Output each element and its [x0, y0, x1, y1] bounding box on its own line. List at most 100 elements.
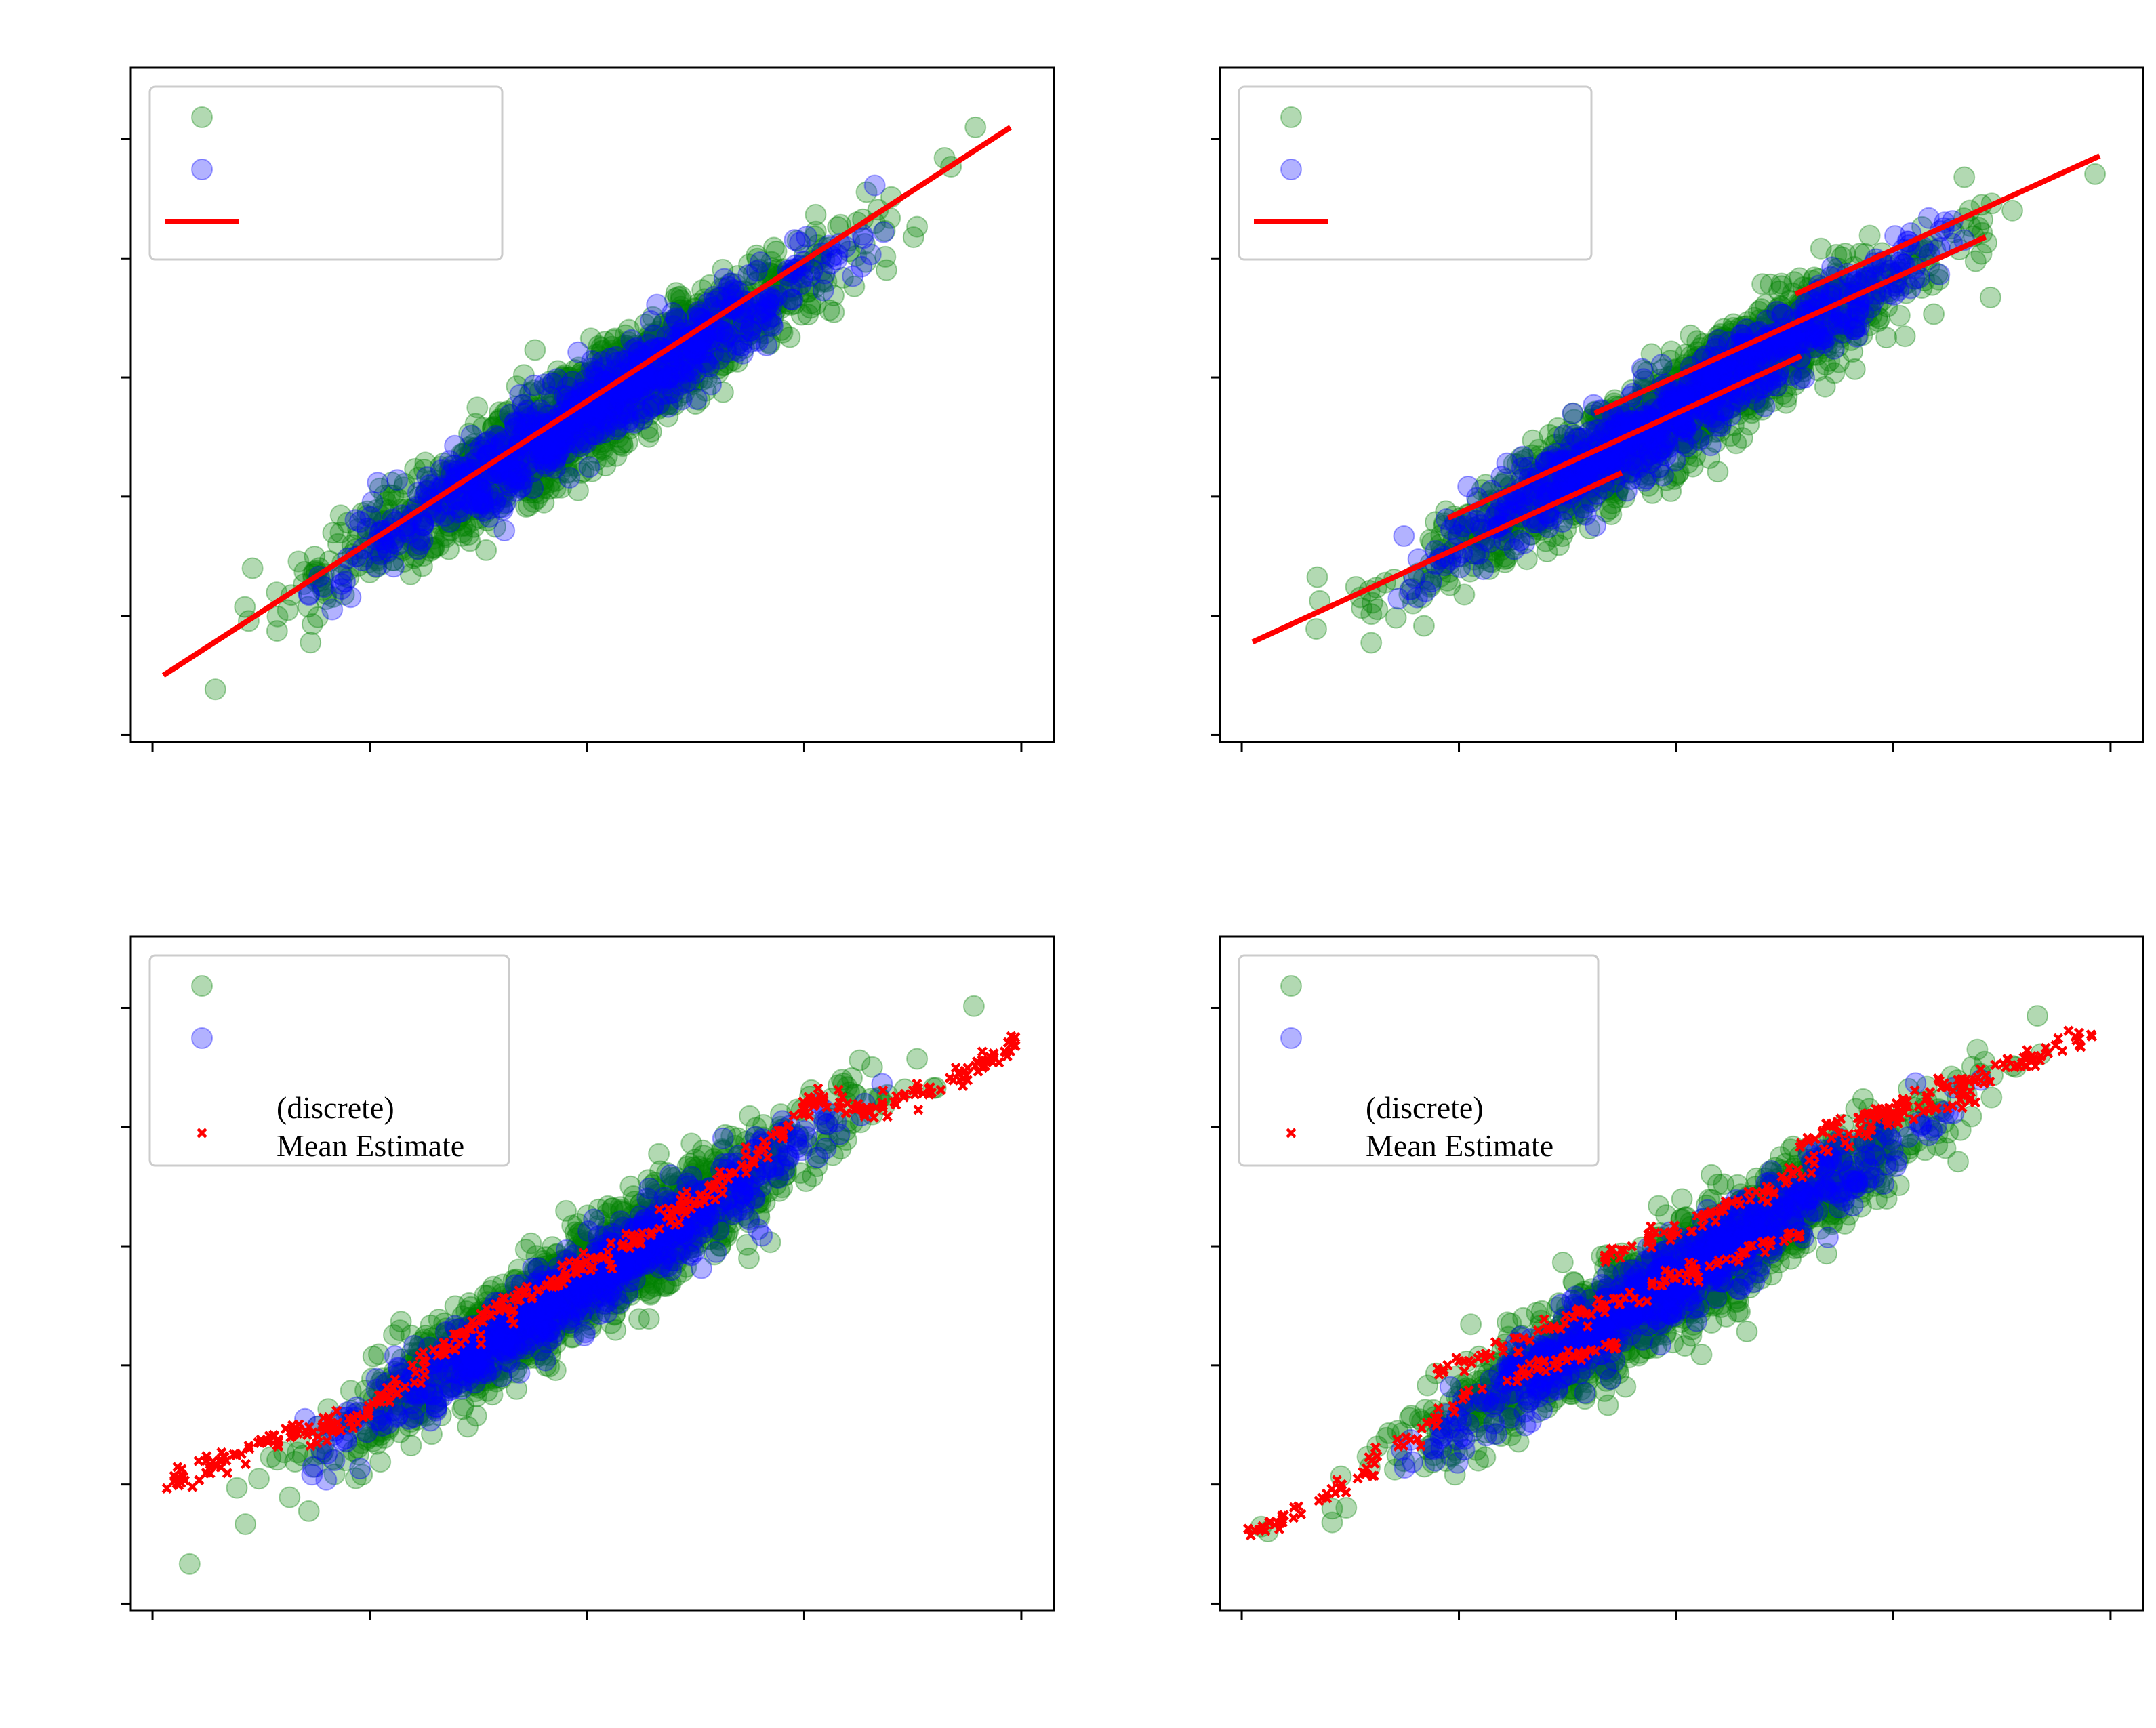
- test-data-point: [549, 449, 571, 471]
- test-data-point: [613, 352, 635, 375]
- test-data-point: [804, 276, 826, 299]
- test-data-point: [504, 395, 527, 417]
- test-data-point: [633, 379, 655, 401]
- train-data-point: [493, 520, 516, 541]
- test-data-point: [557, 424, 579, 447]
- test-data-point: [750, 308, 771, 330]
- test-data-point: [629, 393, 651, 415]
- test-data-point: [500, 414, 522, 436]
- test-data-point: [472, 417, 494, 439]
- test-data-point: [537, 442, 560, 464]
- test-data-point: [620, 383, 643, 405]
- test-data-point: [590, 396, 612, 419]
- train-data-point: [605, 419, 627, 440]
- test-data-point: [356, 500, 378, 522]
- test-data-point: [640, 421, 662, 443]
- test-data-point: [402, 528, 424, 550]
- test-data-point: [541, 434, 563, 457]
- test-data-point: [429, 455, 451, 478]
- test-data-point: [450, 506, 472, 528]
- test-data-point: [542, 439, 564, 461]
- train-data-point: [675, 371, 697, 394]
- plot-area: [161, 116, 1013, 701]
- test-data-point: [643, 382, 665, 404]
- test-data-point: [338, 567, 360, 589]
- test-data-point: [517, 399, 540, 421]
- train-data-point: [632, 402, 654, 424]
- test-data-point: [590, 409, 611, 431]
- train-data-point: [367, 472, 389, 494]
- test-data-point: [525, 461, 547, 484]
- test-data-point: [404, 458, 426, 480]
- test-data-point: [525, 445, 547, 468]
- test-data-point: [500, 459, 523, 482]
- test-data-point: [479, 470, 501, 492]
- test-data-point: [604, 395, 626, 417]
- test-data-point: [721, 349, 744, 371]
- test-data-point: [758, 307, 781, 329]
- test-data-point: [514, 410, 537, 432]
- train-data-point: [780, 288, 802, 310]
- test-data-point: [489, 425, 511, 447]
- train-data-point: [826, 243, 849, 266]
- test-data-point: [458, 422, 481, 445]
- test-data-point: [717, 352, 739, 374]
- test-data-point: [512, 464, 535, 486]
- train-data-point: [718, 325, 741, 348]
- test-data-point: [687, 349, 710, 371]
- test-data-point: [563, 375, 586, 397]
- test-data-point: [657, 369, 679, 392]
- test-data-point: [636, 387, 659, 409]
- test-data-point: [1979, 286, 2001, 308]
- test-data-point: [672, 349, 695, 371]
- test-data-point: [695, 350, 717, 372]
- test-data-point: [510, 471, 533, 493]
- test-data-point: [451, 504, 473, 527]
- test-data-point: [494, 401, 516, 424]
- test-data-point: [804, 225, 826, 247]
- test-data-point: [644, 361, 666, 384]
- test-data-point: [573, 460, 595, 482]
- test-data-point: [684, 350, 706, 372]
- test-data-point: [747, 312, 769, 335]
- test-data-point: [603, 407, 625, 430]
- test-data-point: [590, 363, 613, 385]
- test-data-point: [392, 476, 415, 499]
- test-data-point: [691, 369, 714, 391]
- train-data-point: [591, 351, 613, 373]
- test-data-point: [708, 337, 731, 359]
- test-data-point: [373, 535, 395, 558]
- test-data-point: [589, 414, 611, 436]
- test-data-point: [450, 443, 472, 465]
- test-data-point: [527, 456, 550, 478]
- test-data-point: [569, 416, 591, 438]
- test-data-point: [652, 374, 674, 396]
- test-data-point: [453, 442, 475, 464]
- test-data-point: [521, 466, 544, 489]
- test-data-point: [696, 327, 718, 350]
- test-data-point: [373, 541, 396, 563]
- test-data-point: [457, 449, 479, 472]
- test-data-point: [620, 403, 643, 425]
- test-data-point: [241, 557, 264, 579]
- train-data-point: [650, 384, 672, 406]
- test-data-point: [664, 287, 686, 310]
- test-data-point: [416, 480, 439, 502]
- test-data-point: [498, 421, 521, 443]
- test-data-point: [670, 289, 692, 312]
- test-data-point: [537, 395, 559, 417]
- test-data-point: [608, 394, 630, 417]
- test-data-point: [526, 444, 548, 466]
- test-data-point: [529, 448, 552, 470]
- legend-test-marker: [191, 106, 213, 128]
- test-data-point: [529, 380, 551, 403]
- test-data-point: [535, 450, 558, 472]
- test-data-point: [517, 400, 540, 423]
- test-data-point: [493, 469, 515, 491]
- test-data-point: [652, 377, 674, 400]
- train-data-point: [649, 363, 672, 386]
- test-data-point: [670, 378, 693, 400]
- train-data-point: [485, 424, 507, 447]
- test-data-point: [526, 442, 548, 464]
- test-data-point: [668, 375, 690, 397]
